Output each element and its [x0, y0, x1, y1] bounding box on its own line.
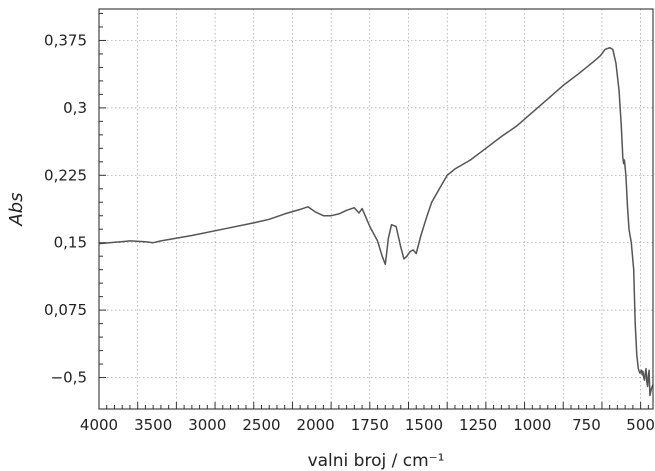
- x-tick-label: 2500: [242, 416, 280, 434]
- x-tick-label: 500: [626, 416, 655, 434]
- x-tick-label: 1000: [513, 416, 551, 434]
- x-axis-title: valni broj / cm⁻¹: [308, 451, 445, 471]
- x-tick-label: 750: [572, 416, 601, 434]
- x-tick-label: 1250: [459, 416, 497, 434]
- x-tick-label: 3500: [134, 416, 172, 434]
- y-axis-title: Abs: [6, 192, 27, 226]
- x-tick-label: 1500: [405, 416, 443, 434]
- spectrum-line: [98, 46, 654, 397]
- y-tick-labels: −0,5 0,075 0,15 0,225 0,3 0,375: [44, 31, 87, 386]
- x-tick-label: 4000: [80, 416, 118, 434]
- y-tick-label: −0,5: [51, 369, 87, 387]
- grid-layer: [98, 9, 653, 409]
- x-tick-label: 3000: [188, 416, 226, 434]
- y-tick-label: 0,15: [54, 234, 87, 252]
- series-layer: [98, 46, 654, 397]
- x-tick-labels: 4000 3500 3000 2500 2000 1750 1500 1250 1000 750 5…: [80, 416, 655, 434]
- y-tick-label: 0,225: [44, 166, 87, 184]
- y-tick-label: 0,075: [44, 301, 87, 319]
- tick-layer: [98, 12, 649, 409]
- x-tick-label: 2000: [297, 416, 335, 434]
- y-tick-label: 0,375: [44, 31, 87, 49]
- plot-frame: [98, 8, 654, 410]
- y-tick-label: 0,3: [63, 99, 87, 117]
- x-tick-label: 1750: [351, 416, 389, 434]
